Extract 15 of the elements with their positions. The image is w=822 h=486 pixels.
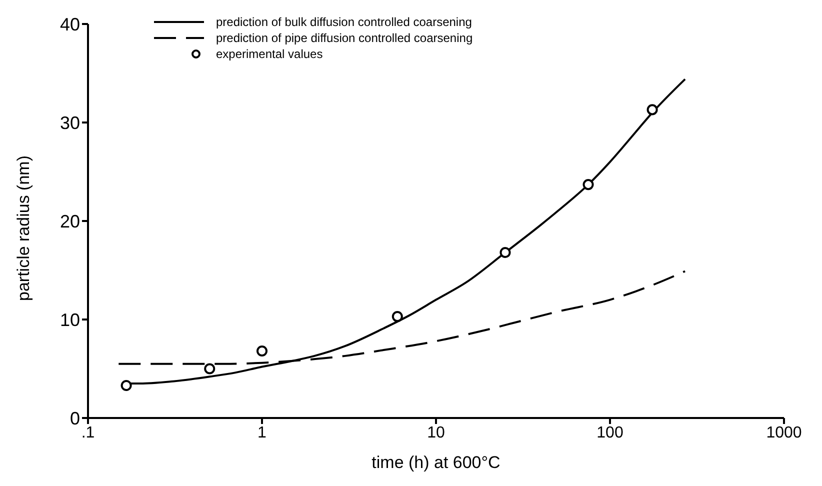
x-tick-label: 10 xyxy=(427,424,445,442)
y-tick-label: 0 xyxy=(70,408,80,428)
y-axis-title: particle radius (nm) xyxy=(14,156,34,301)
legend-label: prediction of bulk diffusion controlled coarsening xyxy=(216,15,472,29)
x-tick-label: 1000 xyxy=(766,424,802,442)
x-tick-label: 100 xyxy=(596,424,624,442)
y-tick-label: 10 xyxy=(60,310,80,330)
legend-label: experimental values xyxy=(216,47,323,61)
y-tick-label: 30 xyxy=(60,112,80,133)
y-tick-label: 40 xyxy=(60,14,80,34)
x-tick-label: 1 xyxy=(258,424,267,442)
legend-label: prediction of pipe diffusion controlled coarsening xyxy=(216,31,473,45)
y-tick-label: 20 xyxy=(60,211,80,232)
x-axis-title: time (h) at 600°C xyxy=(372,453,500,472)
x-tick-label: .1 xyxy=(81,424,95,442)
